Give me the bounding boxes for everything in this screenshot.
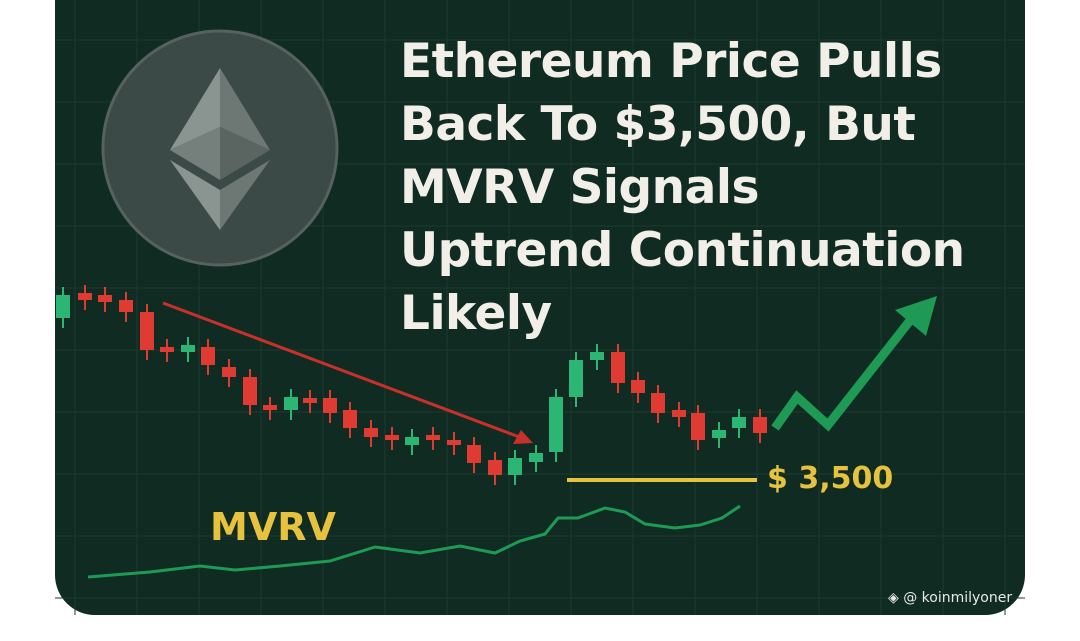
candle-body: [549, 397, 563, 452]
candle-body: [732, 417, 746, 428]
downtrend-arrow: [162, 301, 523, 440]
uptrend-arrow-head: [895, 296, 937, 336]
watermark-text: @ koinmilyoner: [903, 590, 1013, 606]
candle-body: [508, 458, 522, 475]
candle-body: [753, 417, 767, 433]
candle-body: [488, 460, 502, 475]
candle-body: [467, 445, 481, 463]
candle-body: [590, 352, 604, 360]
candle-body: [343, 410, 357, 428]
candle-body: [364, 428, 378, 437]
candle-body: [611, 352, 625, 383]
indicator-label: MVRV: [210, 505, 336, 549]
candle-body: [651, 393, 665, 413]
headline: Ethereum Price Pulls Back To $3,500, But…: [400, 34, 965, 341]
candle-body: [140, 312, 154, 350]
candle-body: [56, 295, 70, 318]
downtrend-arrow-head: [513, 430, 533, 444]
candle-body: [385, 435, 399, 440]
candle-body: [160, 347, 174, 352]
candle-body: [222, 367, 236, 377]
price-label: $ 3,500: [767, 461, 893, 496]
candle-body: [263, 405, 277, 410]
watermark-icon: ◈: [888, 590, 904, 606]
watermark: ◈ @ koinmilyoner: [888, 590, 1012, 606]
candle-body: [405, 437, 419, 445]
uptrend-arrow: [771, 315, 916, 432]
candle-body: [323, 398, 337, 413]
candle-body: [201, 347, 215, 365]
candle-body: [569, 360, 583, 397]
ethereum-logo: [170, 68, 270, 230]
candlesticks: [56, 285, 767, 485]
candle-body: [119, 300, 133, 312]
candle-body: [181, 345, 195, 352]
candle-body: [98, 295, 112, 302]
candle-body: [78, 293, 92, 300]
mvrv-line: [87, 504, 741, 579]
candle-body: [447, 440, 461, 445]
candle-body: [529, 453, 543, 462]
candle-body: [243, 377, 257, 405]
candle-body: [426, 435, 440, 440]
candle-body: [672, 410, 686, 417]
candle-body: [303, 398, 317, 403]
candle-body: [631, 380, 645, 393]
candle-body: [691, 413, 705, 440]
candle-body: [712, 430, 726, 438]
candle-body: [284, 397, 298, 410]
